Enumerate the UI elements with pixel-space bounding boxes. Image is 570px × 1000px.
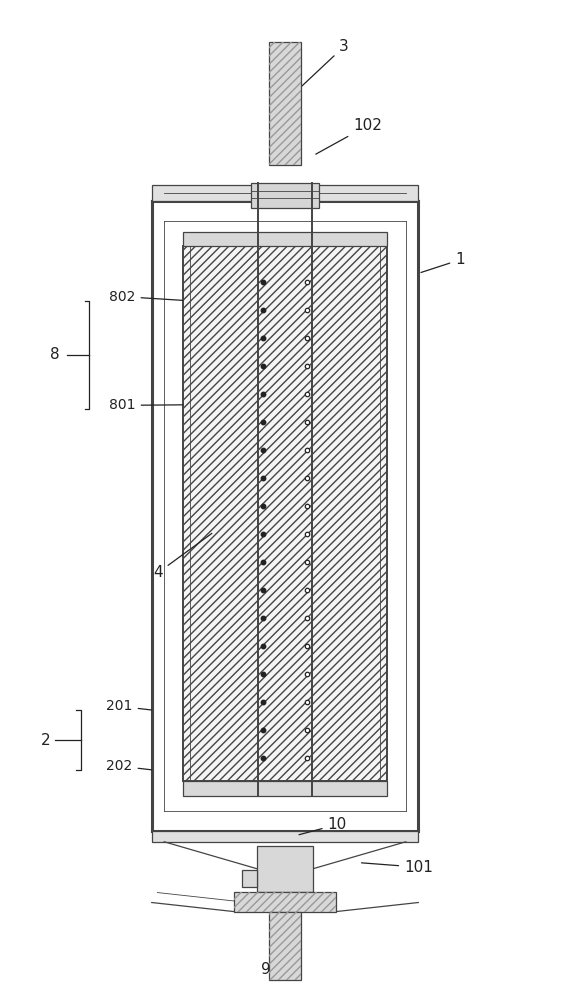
Bar xyxy=(268,912,302,980)
Text: 10: 10 xyxy=(299,817,347,835)
Text: 801: 801 xyxy=(109,398,183,412)
Text: 101: 101 xyxy=(361,860,433,875)
Bar xyxy=(251,183,319,208)
Text: 802: 802 xyxy=(109,290,183,304)
Text: 2: 2 xyxy=(41,733,50,748)
Bar xyxy=(183,781,387,796)
Text: 4: 4 xyxy=(153,533,212,580)
Bar xyxy=(152,831,418,842)
Text: 3: 3 xyxy=(293,39,349,95)
Bar xyxy=(268,42,302,165)
Text: 8: 8 xyxy=(51,347,60,362)
Text: 201: 201 xyxy=(107,699,152,713)
Text: 202: 202 xyxy=(107,759,152,773)
Bar xyxy=(268,912,302,980)
Bar xyxy=(268,42,302,165)
Bar xyxy=(234,892,336,912)
Bar xyxy=(183,232,387,246)
Bar xyxy=(152,185,418,201)
Bar xyxy=(234,892,336,912)
Bar xyxy=(242,870,256,887)
Bar xyxy=(183,246,387,781)
Text: 9: 9 xyxy=(261,962,282,977)
Text: 1: 1 xyxy=(421,252,465,272)
Bar xyxy=(256,846,314,892)
Text: 102: 102 xyxy=(316,118,382,154)
